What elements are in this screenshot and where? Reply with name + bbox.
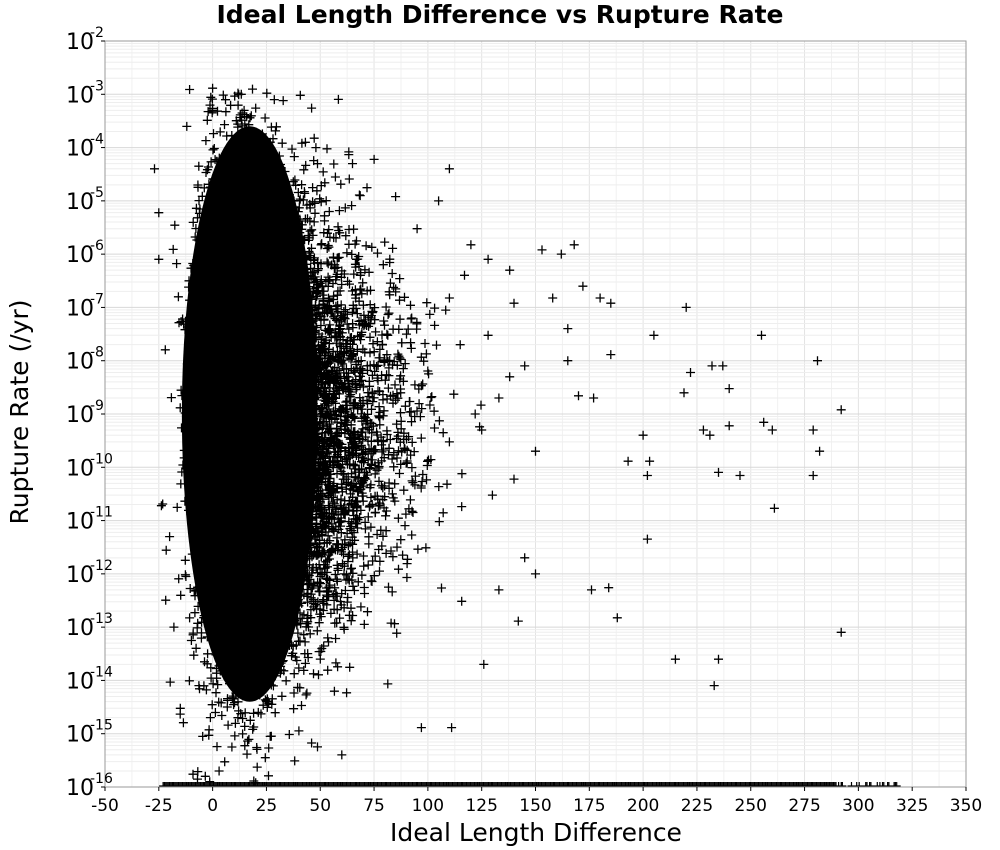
- x-tick-label: 300: [842, 796, 874, 816]
- y-axis-ticks: 10-1610-1510-1410-1310-1210-1110-1010-91…: [66, 25, 113, 801]
- y-tick-label: 10: [66, 190, 94, 215]
- chart-title: Ideal Length Difference vs Rupture Rate: [216, 0, 783, 29]
- y-tick-label: 10: [66, 669, 94, 694]
- y-tick-label: 10: [66, 243, 94, 268]
- floor-series: [159, 782, 901, 787]
- y-tick-label: 10: [66, 403, 94, 428]
- y-tick-exponent: -3: [90, 78, 104, 94]
- x-tick-label: 125: [465, 796, 497, 816]
- x-tick-label: -50: [91, 796, 119, 816]
- x-axis-ticks: -50 -25 0 25 50 75 100 125 150 175 200 225 250 275 300…: [91, 787, 982, 816]
- y-tick-exponent: -13: [90, 611, 113, 627]
- y-tick-label: 10: [66, 723, 94, 748]
- y-tick-label: 10: [66, 30, 94, 55]
- x-tick-label: 50: [309, 796, 331, 816]
- y-tick-label: 10: [66, 776, 94, 801]
- x-tick-label: 250: [735, 796, 767, 816]
- x-tick-label: 0: [207, 796, 218, 816]
- y-tick-label: 10: [66, 563, 94, 588]
- y-tick-label: 10: [66, 616, 94, 641]
- y-tick-exponent: -8: [90, 345, 104, 361]
- y-tick-exponent: -6: [90, 238, 104, 254]
- y-tick-label: 10: [66, 456, 94, 481]
- y-axis-label: Rupture Rate (/yr): [5, 300, 34, 525]
- x-tick-label: 175: [573, 796, 605, 816]
- x-tick-label: 75: [363, 796, 385, 816]
- x-axis-label: Ideal Length Difference: [390, 818, 682, 847]
- y-tick-exponent: -4: [90, 132, 104, 148]
- y-tick-exponent: -10: [90, 451, 113, 467]
- y-tick-exponent: -12: [90, 558, 113, 574]
- y-tick-exponent: -14: [90, 664, 113, 680]
- y-tick-exponent: -9: [90, 398, 104, 414]
- y-tick-exponent: -16: [90, 771, 113, 787]
- x-tick-label: 225: [681, 796, 713, 816]
- y-tick-label: 10: [66, 296, 94, 321]
- y-tick-exponent: -5: [90, 185, 104, 201]
- x-tick-label: 100: [412, 796, 444, 816]
- x-tick-label: 325: [896, 796, 928, 816]
- x-tick-label: -25: [145, 796, 173, 816]
- y-tick-exponent: -11: [90, 505, 113, 521]
- dense-core: [181, 126, 318, 702]
- x-tick-label: 350: [950, 796, 982, 816]
- y-tick-label: 10: [66, 137, 94, 162]
- x-tick-label: 25: [256, 796, 278, 816]
- y-tick-exponent: -15: [90, 718, 113, 734]
- y-tick-exponent: -2: [90, 25, 104, 41]
- y-tick-exponent: -7: [90, 291, 104, 307]
- x-tick-label: 275: [788, 796, 820, 816]
- y-tick-label: 10: [66, 510, 94, 535]
- x-tick-label: 200: [627, 796, 659, 816]
- x-tick-label: 150: [519, 796, 551, 816]
- y-tick-label: 10: [66, 83, 94, 108]
- plot-area: [150, 83, 901, 787]
- y-tick-label: 10: [66, 350, 94, 375]
